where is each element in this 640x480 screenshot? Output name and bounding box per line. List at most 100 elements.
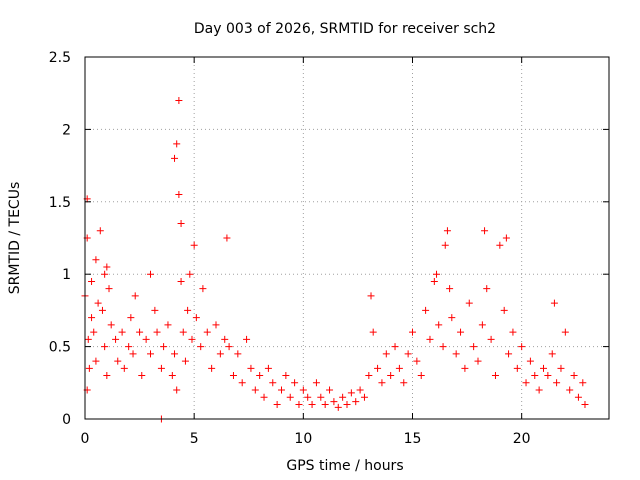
data-point (448, 314, 456, 322)
data-point (238, 379, 246, 387)
data-point (171, 350, 179, 358)
data-point (216, 350, 224, 358)
data-point (395, 364, 403, 372)
data-point (339, 393, 347, 401)
y-axis-label: SRMTID / TECUs (7, 182, 23, 295)
data-point (522, 379, 530, 387)
data-point (513, 364, 521, 372)
data-point (136, 328, 144, 336)
data-point (441, 241, 449, 249)
data-point (308, 401, 316, 409)
data-point (518, 343, 526, 351)
data-point (225, 343, 233, 351)
data-point (129, 350, 137, 358)
data-point (107, 321, 115, 329)
data-point (223, 234, 231, 242)
data-point (446, 285, 454, 293)
data-point (502, 234, 510, 242)
x-tick-label: 15 (404, 431, 422, 447)
y-tick-label: 2.5 (49, 50, 71, 66)
data-point (256, 372, 264, 380)
data-point (173, 386, 181, 394)
data-point (234, 350, 242, 358)
data-point (330, 398, 338, 406)
data-point (417, 372, 425, 380)
x-tick-label: 10 (294, 431, 312, 447)
data-point (487, 335, 495, 343)
y-tick-label: 1 (62, 267, 71, 283)
data-point (426, 335, 434, 343)
data-point (192, 314, 200, 322)
data-point (203, 328, 211, 336)
data-point (151, 306, 159, 314)
data-point (131, 292, 139, 300)
data-point (540, 364, 547, 372)
data-point (570, 372, 578, 380)
chart-title: Day 003 of 2026, SRMTID for receiver sch… (194, 21, 496, 37)
data-point (356, 386, 364, 394)
data-point (433, 270, 441, 278)
data-point (443, 227, 451, 235)
y-tick-label: 1.5 (49, 195, 71, 211)
grid (85, 57, 609, 419)
data-point (168, 372, 176, 380)
data-point (457, 328, 465, 336)
y-tick-label: 2 (62, 122, 71, 138)
data-point (251, 386, 259, 394)
data-point (299, 386, 307, 394)
data-point (474, 357, 482, 365)
data-point (505, 350, 513, 358)
data-point (312, 379, 320, 387)
data-point (553, 379, 561, 387)
data-point (147, 270, 154, 278)
data-point (177, 277, 185, 285)
data-point (188, 335, 196, 343)
y-tick-label: 0.5 (49, 340, 71, 356)
data-point (352, 398, 360, 406)
data-point (85, 364, 93, 372)
data-point (531, 372, 539, 380)
data-point (120, 364, 128, 372)
data-point (369, 328, 377, 336)
data-point (125, 343, 133, 351)
data-point (177, 220, 185, 228)
data-point (208, 364, 216, 372)
data-point (199, 285, 207, 293)
data-point (579, 379, 587, 387)
x-tick-label: 20 (513, 431, 531, 447)
data-point (483, 285, 491, 293)
data-point (286, 393, 294, 401)
data-point (98, 306, 106, 314)
data-point (112, 335, 120, 343)
data-point (90, 328, 98, 336)
data-point (382, 350, 390, 358)
data-point (535, 386, 543, 394)
data-point (481, 227, 489, 235)
data-point (114, 357, 122, 365)
data-point (548, 350, 556, 358)
data-point (88, 277, 96, 285)
data-point (581, 401, 589, 409)
data-point (160, 343, 168, 351)
data-point (101, 270, 109, 278)
data-point (509, 328, 517, 336)
data-point (247, 364, 255, 372)
data-point (92, 357, 100, 365)
data-point (269, 379, 277, 387)
data-point (96, 227, 104, 235)
data-point (84, 335, 92, 343)
data-point (181, 357, 189, 365)
data-point (92, 256, 100, 264)
data-point (461, 364, 469, 372)
data-point (221, 335, 229, 343)
data-point (295, 401, 303, 409)
data-point (190, 241, 198, 249)
data-point (282, 372, 290, 380)
data-point (304, 393, 312, 401)
data-point (413, 357, 421, 365)
data-point (422, 306, 430, 314)
data-point (317, 393, 325, 401)
data-point (544, 372, 552, 380)
data-point (88, 314, 96, 322)
data-point (391, 343, 399, 351)
